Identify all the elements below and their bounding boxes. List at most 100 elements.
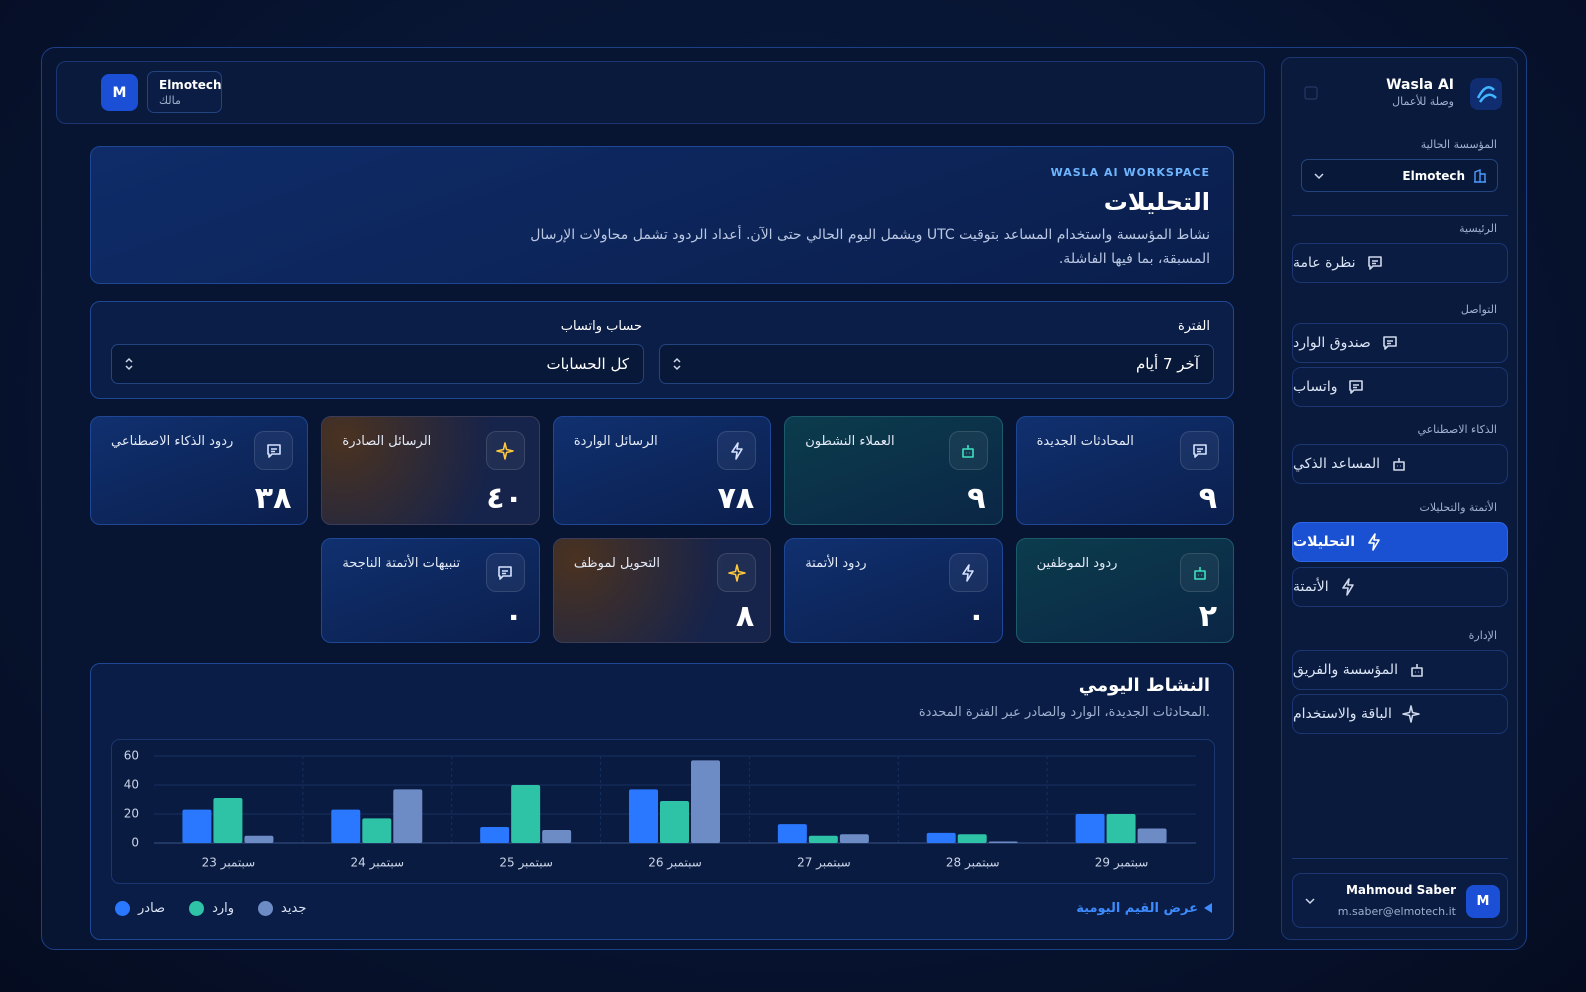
bar: [182, 809, 212, 843]
legend-label: وارد: [212, 900, 235, 916]
bar: [777, 824, 807, 843]
stat-label: ردود الموظفين: [1036, 556, 1118, 571]
org-label: المؤسسة الحالية: [1420, 138, 1497, 151]
icon: [1349, 380, 1364, 394]
y-tick-label: 40: [124, 778, 139, 792]
nav-item[interactable]: التحليلات: [1292, 522, 1508, 562]
link-text: عرض القيم اليومية: [1076, 900, 1198, 916]
x-tick-label: 29 سبتمبر: [1095, 856, 1149, 871]
stat-value: ٠: [967, 599, 986, 634]
bar: [926, 832, 956, 843]
nav-section-title: الذكاء الاصطناعي: [1417, 423, 1497, 436]
avatar[interactable]: M: [101, 74, 138, 111]
user-card[interactable]: M Mahmoud Saber m.saber@elmotech.it: [1292, 873, 1508, 928]
stat-value: ٨: [735, 599, 755, 634]
icon: [730, 441, 743, 460]
legend-item[interactable]: صادر: [115, 899, 165, 917]
icon: [1402, 705, 1420, 723]
bar: [988, 841, 1018, 843]
stat-card: المحادثات الجديدة ٩: [1015, 416, 1234, 525]
nav-section-title: الرئيسية: [1459, 222, 1497, 235]
bar: [629, 789, 658, 843]
brand-subtitle: وصلة للأعمال: [1392, 95, 1454, 108]
nav-item-label: نظرة عامة: [1293, 255, 1356, 271]
icon: [1368, 533, 1380, 551]
icon: [1411, 664, 1423, 677]
nav-item[interactable]: المؤسسة والفريق: [1292, 650, 1508, 690]
legend-swatch: [189, 900, 205, 916]
legend-item[interactable]: جديد: [258, 899, 306, 917]
bar: [1106, 814, 1136, 843]
icon: [962, 563, 974, 582]
nav-section-title: التواصل: [1460, 303, 1497, 316]
nav-item-label: الأتمتة: [1293, 579, 1329, 595]
nav-item-label: المؤسسة والفريق: [1293, 662, 1398, 678]
filter-label: حساب واتساب: [560, 319, 642, 334]
bar: [362, 818, 392, 843]
stat-card: الرسائل الصادرة ٤٠: [321, 416, 540, 525]
eyebrow: WASLA AI WORKSPACE: [1050, 166, 1210, 179]
x-tick-label: 27 سبتمبر: [797, 856, 851, 871]
nav-item-label: المساعد الذكي: [1293, 456, 1380, 472]
stat-value: ٤٠: [486, 481, 523, 516]
stat-icon: [948, 553, 988, 592]
chevron: [1314, 172, 1324, 179]
nav-item[interactable]: الأتمتة: [1292, 567, 1508, 607]
bar: [213, 798, 243, 843]
collapse-icon[interactable]: [1304, 86, 1318, 100]
legend: صادر وارد جديد: [115, 899, 306, 917]
legend-label: صادر: [138, 900, 166, 916]
bar: [660, 800, 689, 843]
nav-item[interactable]: نظرة عامة: [1292, 243, 1508, 283]
y-tick-label: 20: [124, 807, 139, 821]
legend-swatch: [258, 900, 274, 916]
nav-item[interactable]: الباقة والاستخدام: [1292, 694, 1508, 734]
legend-item[interactable]: وارد: [189, 899, 234, 917]
icon: [962, 444, 974, 458]
stat-label: التحويل لموظف: [573, 556, 661, 571]
stat-value: ٢: [1198, 599, 1217, 634]
org-select-value: Elmotech: [1402, 168, 1487, 183]
bar: [480, 827, 510, 843]
period-select[interactable]: آخر 7 أيام: [659, 344, 1214, 384]
logo: [1470, 78, 1502, 110]
org-name: Elmotech: [159, 78, 222, 92]
daily-values-link[interactable]: عرض القيم اليومية: [1076, 899, 1212, 917]
bar: [393, 789, 423, 843]
page-title: التحليلات: [1103, 188, 1210, 216]
stat-value: ٧٨: [717, 481, 755, 516]
nav-item[interactable]: واتساب: [1292, 367, 1508, 407]
y-tick-label: 0: [131, 836, 139, 850]
chevron: [1305, 898, 1315, 905]
nav-item[interactable]: صندوق الوارد: [1292, 323, 1508, 363]
account-select[interactable]: كل الحسابات: [111, 344, 644, 384]
stat-icon: [254, 431, 294, 470]
bar: [839, 834, 869, 843]
select-value: آخر 7 أيام: [1136, 355, 1199, 373]
nav-item[interactable]: المساعد الذكي: [1292, 444, 1508, 484]
stat-label: الرسائل الواردة: [573, 434, 658, 449]
legend-swatch: [115, 900, 130, 916]
page-description: نشاط المؤسسة واستخدام المساعد بتوقيت UTC…: [530, 227, 1210, 267]
filters-card: الفترة حساب واتساب آخر 7 أيام كل الحسابا…: [90, 301, 1234, 399]
stat-icon: [717, 431, 757, 470]
chart-subtitle: المحادثات الجديدة، الوارد والصادر عبر ال…: [918, 705, 1210, 720]
stat-label: ردود الذكاء الاصطناعي: [111, 434, 234, 449]
icon: [727, 563, 746, 582]
select-arrows: [125, 357, 133, 371]
x-tick-label: 26 سبتمبر: [648, 856, 702, 871]
icon: [1393, 458, 1405, 471]
hero-card: WASLA AI WORKSPACE التحليلات نشاط المؤسس…: [90, 146, 1234, 284]
separator: [1292, 215, 1508, 216]
org-role: مالك: [159, 94, 181, 107]
nav-item-label: الباقة والاستخدام: [1293, 706, 1392, 722]
icon: [1383, 336, 1397, 350]
org-pill[interactable]: Elmotech مالك: [147, 71, 222, 113]
stat-icon: [948, 431, 988, 470]
icon: [267, 443, 281, 458]
icon: [496, 441, 515, 460]
org-select[interactable]: Elmotech: [1301, 159, 1498, 192]
filter-label: الفترة: [1177, 319, 1210, 334]
